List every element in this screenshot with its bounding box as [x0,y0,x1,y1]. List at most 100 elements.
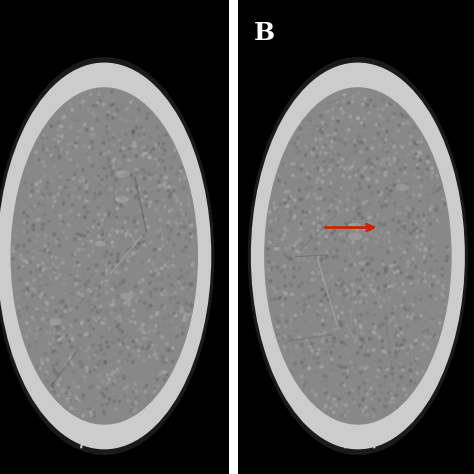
Point [53,148,61,155]
Point [111,392,118,399]
Point [64,268,71,276]
Point [266,273,273,280]
Point [101,133,109,141]
Point [359,172,367,180]
Point [128,256,135,264]
Point [290,273,298,281]
Point [45,247,52,255]
Point [344,341,352,349]
Point [319,129,326,137]
Point [72,276,79,283]
Point [82,178,90,186]
Point [78,99,85,106]
Point [24,228,32,236]
Point [376,219,383,227]
Point [111,399,118,407]
Point [300,368,308,376]
Point [409,267,417,275]
Point [334,118,342,125]
Point [101,393,109,401]
Point [327,183,334,191]
Point [51,266,59,273]
Point [358,139,366,146]
Point [180,171,187,178]
Point [177,219,185,227]
Point [135,196,143,203]
Point [182,300,190,308]
Point [285,145,292,153]
Point [177,218,185,225]
Point [164,223,172,231]
Point [62,303,70,310]
Point [77,363,85,370]
Point [419,368,426,375]
Point [325,204,332,212]
Point [400,363,408,370]
Point [109,264,116,271]
Point [127,228,135,235]
Point [44,179,52,187]
Point [358,167,365,175]
Point [327,201,335,209]
Point [305,118,313,126]
Point [35,262,42,269]
Point [271,204,279,211]
Point [28,255,36,262]
Point [73,343,81,351]
Point [169,304,177,312]
Point [346,322,354,330]
Point [382,168,390,176]
Point [131,142,139,150]
Point [272,245,279,253]
Point [145,123,152,130]
Point [99,403,106,411]
Point [124,246,131,254]
Point [381,297,388,304]
Point [352,337,360,345]
Point [379,177,387,184]
Point [134,237,141,245]
Point [444,254,452,261]
Point [306,203,313,210]
Point [355,180,362,187]
Point [34,336,41,344]
Point [189,259,197,267]
Point [179,330,187,337]
Point [430,190,438,198]
Point [156,182,164,190]
Point [127,157,134,164]
Point [265,249,273,256]
Point [69,201,76,209]
Point [182,300,190,308]
Point [95,233,103,240]
Point [71,262,78,270]
Point [304,346,312,353]
Point [337,363,345,371]
Point [305,172,313,179]
Point [341,140,349,147]
Point [291,315,299,323]
Point [292,155,299,163]
Point [140,320,148,328]
Point [51,336,59,343]
Point [337,163,344,171]
Point [73,394,80,402]
Point [143,114,151,122]
Point [325,296,332,303]
Point [428,237,436,245]
Point [119,212,127,220]
Point [360,121,368,129]
Point [144,345,151,353]
Point [56,298,64,306]
Point [379,363,387,371]
Point [152,369,159,377]
Point [102,270,109,277]
Point [320,372,328,380]
Point [368,404,375,411]
Point [325,289,332,296]
Point [412,150,419,157]
Point [123,216,131,223]
Point [400,292,408,300]
Point [41,172,49,180]
Point [355,211,362,219]
